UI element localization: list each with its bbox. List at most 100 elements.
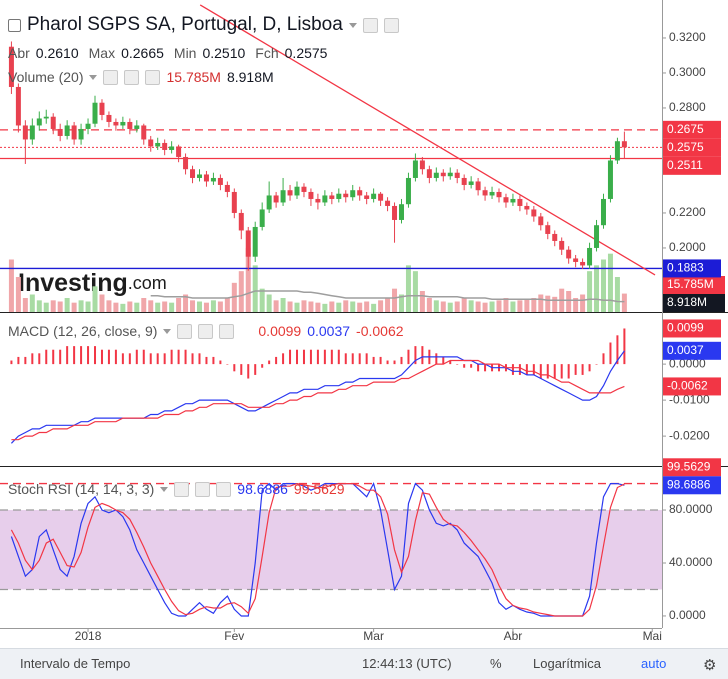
histogram-bar bbox=[539, 364, 542, 379]
collapse-button[interactable] bbox=[8, 18, 21, 32]
histogram-bar bbox=[24, 356, 27, 365]
ohlc-value: 0.2575 bbox=[284, 45, 328, 61]
histogram-bar bbox=[546, 364, 549, 379]
percent-button[interactable]: % bbox=[490, 656, 502, 671]
pane bbox=[0, 4, 662, 312]
histogram-bar bbox=[372, 356, 375, 365]
menu-caret[interactable] bbox=[160, 486, 169, 492]
settings-icon[interactable] bbox=[383, 17, 399, 33]
pane bbox=[10, 328, 626, 444]
volume-bar bbox=[364, 301, 370, 312]
watermark-brand: Investing bbox=[18, 269, 128, 297]
y-tick-label: 0.3000 bbox=[669, 65, 706, 79]
stoch-line bbox=[10, 482, 625, 617]
settings-button[interactable]: ⚙ bbox=[703, 657, 717, 674]
ohlc-value: 0.2510 bbox=[202, 45, 246, 61]
eye-icon[interactable] bbox=[174, 481, 190, 497]
auto-button[interactable]: auto bbox=[641, 656, 667, 671]
histogram-bar bbox=[470, 364, 473, 368]
settings-icon[interactable] bbox=[195, 481, 211, 497]
candle-body bbox=[169, 146, 175, 150]
candle-body bbox=[489, 191, 495, 196]
histogram-bar bbox=[602, 353, 605, 365]
volume-bar bbox=[621, 293, 627, 312]
volume-bar bbox=[43, 302, 49, 312]
candle-body bbox=[183, 156, 189, 170]
candle-body bbox=[531, 209, 537, 217]
candle-body bbox=[50, 116, 56, 129]
histogram-bar bbox=[38, 353, 41, 365]
x-tick-label: 2018 bbox=[75, 629, 102, 643]
volume-bar bbox=[301, 300, 307, 312]
candle-body bbox=[259, 209, 265, 227]
histogram-bar bbox=[45, 349, 48, 365]
close-icon[interactable] bbox=[219, 323, 235, 339]
volume-bar bbox=[482, 302, 488, 312]
histogram-bar bbox=[219, 360, 222, 365]
candle-body bbox=[273, 195, 279, 203]
candle-body bbox=[503, 197, 509, 203]
histogram-bar bbox=[156, 353, 159, 365]
volume-bar bbox=[50, 300, 56, 312]
volume-bar bbox=[315, 302, 321, 312]
y-tick-label: 0.2200 bbox=[669, 205, 706, 219]
volume-bar bbox=[22, 298, 28, 312]
close-icon[interactable] bbox=[216, 481, 232, 497]
volume-bar bbox=[252, 265, 258, 312]
histogram-bar bbox=[240, 364, 243, 375]
candle-body bbox=[614, 141, 620, 161]
log-button[interactable]: Logarítmica bbox=[533, 656, 601, 671]
histogram-bar bbox=[149, 353, 152, 365]
settings-icon[interactable] bbox=[124, 69, 140, 85]
histogram-bar bbox=[581, 364, 584, 375]
histogram-bar bbox=[560, 364, 563, 379]
candle-body bbox=[454, 172, 460, 178]
range-button[interactable]: Intervalo de Tempo bbox=[20, 656, 131, 671]
menu-caret[interactable] bbox=[348, 22, 357, 28]
x-tick-label: Abr bbox=[504, 629, 523, 643]
volume-bar bbox=[343, 300, 349, 312]
candle-body bbox=[315, 198, 321, 203]
menu-caret[interactable] bbox=[89, 74, 98, 80]
stoch-band bbox=[0, 510, 662, 590]
histogram-bar bbox=[365, 353, 368, 365]
histogram-bar bbox=[442, 356, 445, 365]
close-icon[interactable] bbox=[145, 69, 161, 85]
histogram-bar bbox=[400, 356, 403, 365]
candle-body bbox=[405, 177, 411, 205]
candle-body bbox=[517, 198, 523, 206]
histogram-bar bbox=[10, 360, 13, 365]
candle-body bbox=[468, 181, 474, 185]
histogram-bar bbox=[66, 346, 69, 365]
eye-icon[interactable] bbox=[362, 17, 378, 33]
candle-body bbox=[336, 193, 342, 199]
eye-icon[interactable] bbox=[177, 323, 193, 339]
settings-icon[interactable] bbox=[198, 323, 214, 339]
histogram-bar bbox=[121, 353, 124, 365]
volume-bar bbox=[273, 300, 279, 312]
volume-legend: Volume (20) 15.785M 8.918M bbox=[8, 69, 274, 85]
candle-body bbox=[594, 225, 600, 248]
volume-bar bbox=[600, 259, 606, 312]
candle-body bbox=[22, 125, 28, 140]
volume-bar bbox=[196, 301, 202, 312]
menu-caret[interactable] bbox=[163, 328, 172, 334]
volume-bar bbox=[71, 302, 77, 312]
volume-bar bbox=[552, 296, 558, 312]
candle-body bbox=[99, 102, 105, 115]
candle-body bbox=[210, 177, 216, 182]
ohlc-legend: Abr 0.2610 Max 0.2665 Min 0.2510 Fch 0.2575 bbox=[8, 45, 331, 61]
histogram-bar bbox=[414, 346, 417, 365]
eye-icon[interactable] bbox=[103, 69, 119, 85]
histogram-bar bbox=[289, 349, 292, 365]
candle-body bbox=[217, 177, 223, 185]
volume-bar bbox=[29, 294, 35, 312]
histogram-bar bbox=[484, 364, 487, 372]
candle-body bbox=[266, 195, 272, 210]
volume-bar bbox=[64, 298, 70, 312]
candle-body bbox=[231, 191, 237, 213]
candle-body bbox=[461, 177, 467, 185]
value-badge-label: 0.2675 bbox=[667, 122, 704, 136]
volume-value: 15.785M bbox=[166, 69, 221, 85]
histogram-bar bbox=[135, 349, 138, 365]
